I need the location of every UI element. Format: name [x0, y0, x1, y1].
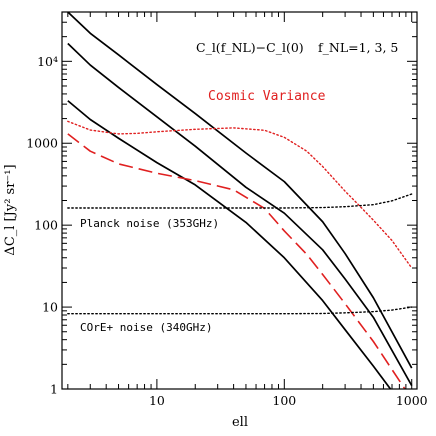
equation-annotation: C_l(f_NL)−C_l(0) — [196, 40, 304, 55]
ticks-layer: 10 100 1000 1 10 100 1000 10⁴ — [26, 11, 428, 408]
y-tick-label: 1 — [50, 382, 58, 397]
series-core-noise-curve — [67, 306, 413, 315]
y-axis-label: ΔC_l [Jy² sr⁻¹] — [3, 164, 18, 255]
x-tick-label: 1000 — [396, 393, 428, 408]
x-tick-label: 100 — [272, 393, 296, 408]
x-axis-label: ell — [232, 415, 248, 430]
y-tick-label: 1000 — [26, 136, 58, 151]
cosmic-variance-label: Cosmic Variance — [208, 89, 326, 104]
series-red-dashed-curve — [67, 133, 406, 389]
y-tick-label: 10⁴ — [37, 54, 58, 69]
series-fnl-3-curve — [67, 42, 413, 387]
series-cosmic-variance-curve — [67, 120, 413, 269]
series-fnl-5-curve — [67, 12, 413, 369]
fnl-values-annotation: f_NL=1, 3, 5 — [318, 40, 398, 55]
plot-frame — [61, 11, 418, 390]
series-layer — [67, 12, 413, 389]
core-noise-label: COrE+ noise (340GHz) — [80, 321, 212, 334]
y-tick-label: 10 — [42, 300, 58, 315]
y-tick-label: 100 — [34, 218, 58, 233]
series-fnl-1-curve — [67, 100, 392, 389]
series-planck-noise-curve — [67, 193, 413, 209]
planck-noise-label: Planck noise (353GHz) — [80, 217, 219, 230]
x-tick-label: 10 — [149, 393, 165, 408]
